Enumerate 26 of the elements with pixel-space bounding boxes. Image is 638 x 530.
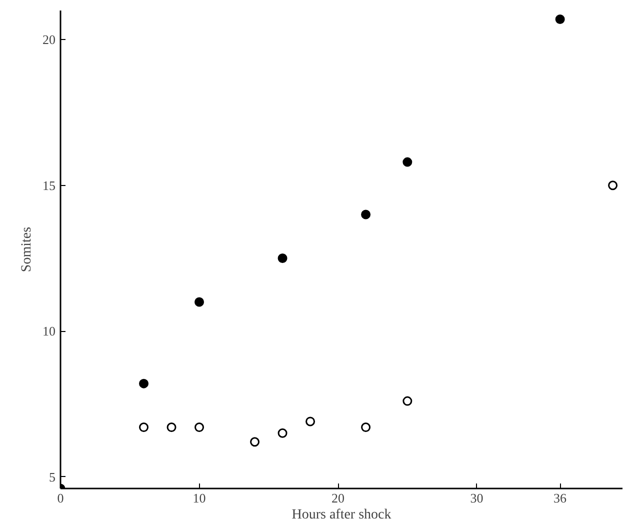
point bbox=[139, 422, 149, 432]
point bbox=[361, 210, 371, 220]
point bbox=[278, 428, 288, 438]
point bbox=[278, 254, 288, 263]
x-axis-title: Hours after shock bbox=[292, 508, 392, 522]
point bbox=[306, 416, 316, 426]
point bbox=[361, 422, 371, 432]
y-tick-label: 5 bbox=[49, 469, 56, 484]
point bbox=[166, 422, 176, 432]
point bbox=[555, 14, 565, 24]
point bbox=[250, 437, 260, 447]
x-tick-label: 30 bbox=[470, 490, 484, 506]
point bbox=[194, 297, 204, 307]
x-tick-label: 20 bbox=[332, 490, 345, 506]
y-tick-label: 20 bbox=[42, 32, 56, 48]
point bbox=[194, 422, 204, 432]
point bbox=[139, 378, 149, 388]
point bbox=[608, 180, 618, 190]
y-axis-title: Somites bbox=[20, 226, 34, 272]
point bbox=[402, 157, 412, 167]
y-tick-label: 15 bbox=[42, 178, 56, 193]
point bbox=[402, 396, 412, 406]
y-tick-label: 10 bbox=[42, 324, 56, 339]
x-tick-label: 10 bbox=[192, 490, 206, 506]
x-tick-label: 36 bbox=[554, 490, 568, 506]
x-tick-label: 0 bbox=[57, 490, 64, 506]
